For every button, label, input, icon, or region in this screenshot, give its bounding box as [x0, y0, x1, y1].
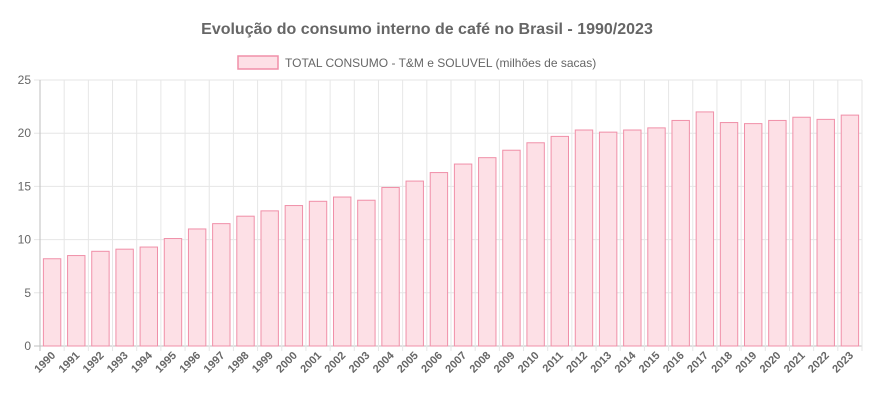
x-tick-label: 2014 — [613, 349, 639, 375]
x-tick-label: 2002 — [323, 350, 349, 376]
chart-title: Evolução do consumo interno de café no B… — [201, 21, 653, 38]
bar-1991 — [67, 255, 86, 347]
bar-2019 — [744, 123, 763, 347]
bar-2015 — [647, 127, 666, 347]
bar-2003 — [357, 199, 376, 347]
bar-2008 — [478, 157, 497, 347]
x-tick-label: 1993 — [105, 350, 131, 376]
bars — [42, 111, 860, 347]
bar-1992 — [91, 250, 110, 347]
bar-1994 — [139, 246, 158, 347]
bar-2018 — [719, 122, 739, 347]
bar-2007 — [453, 163, 473, 347]
y-tick-label: 25 — [18, 73, 32, 87]
bar-1993 — [115, 248, 134, 347]
x-tick-label: 2021 — [782, 350, 808, 376]
x-tick-label: 2012 — [564, 350, 590, 376]
x-tick-label: 2017 — [685, 350, 711, 376]
x-tick-label: 2022 — [806, 350, 832, 376]
x-tick-label: 1995 — [153, 350, 179, 376]
y-axis-ticks: 0 5 10 15 20 25 — [18, 73, 32, 353]
bar-2005 — [405, 180, 424, 347]
x-tick-label: 2004 — [371, 349, 397, 375]
x-tick-label: 2005 — [395, 350, 421, 376]
x-tick-label: 2013 — [588, 350, 614, 376]
x-tick-label: 2001 — [298, 350, 324, 376]
y-tick-label: 5 — [24, 286, 31, 300]
x-axis-ticks: 1990199119921993199419951996199719981999… — [32, 349, 856, 375]
legend[interactable]: TOTAL CONSUMO - T&M e SOLUVEL (milhões d… — [237, 55, 596, 70]
x-tick-label: 2023 — [830, 350, 856, 376]
bar-2000 — [284, 205, 304, 347]
x-tick-label: 1996 — [177, 350, 203, 376]
bar-1997 — [212, 223, 231, 347]
x-tick-label: 1999 — [250, 350, 276, 376]
x-tick-label: 2018 — [709, 350, 735, 376]
legend-swatch — [237, 55, 279, 70]
bar-2010 — [526, 142, 545, 347]
x-tick-label: 2015 — [637, 350, 663, 376]
x-tick-label: 1997 — [202, 350, 228, 376]
x-tick-label: 1992 — [81, 350, 107, 376]
x-tick-label: 2006 — [419, 350, 445, 376]
bar-2023 — [840, 114, 860, 347]
bar-1990 — [42, 258, 62, 347]
y-tick-label: 0 — [24, 339, 31, 353]
x-tick-label: 2010 — [516, 350, 542, 376]
bar-1999 — [260, 210, 279, 347]
bar-2004 — [381, 186, 400, 347]
bar-2002 — [333, 196, 352, 347]
x-tick-label: 2009 — [492, 350, 518, 376]
bar-2012 — [574, 129, 594, 347]
bar-2013 — [598, 131, 618, 347]
y-tick-label: 20 — [18, 126, 32, 140]
x-tick-label: 2019 — [734, 350, 760, 376]
x-tick-label: 1994 — [129, 349, 155, 375]
bar-2016 — [671, 119, 690, 347]
x-tick-label: 1998 — [226, 350, 252, 376]
bar-2006 — [429, 172, 449, 347]
bar-2001 — [308, 200, 328, 347]
bar-1998 — [236, 215, 255, 347]
x-tick-label: 2000 — [274, 350, 300, 376]
x-tick-label: 2020 — [758, 350, 784, 376]
x-tick-label: 2008 — [468, 350, 494, 376]
legend-label: TOTAL CONSUMO - T&M e SOLUVEL (milhões d… — [285, 56, 596, 70]
bar-2011 — [550, 135, 569, 347]
bar-2009 — [502, 149, 521, 347]
bar-1996 — [187, 228, 207, 347]
x-tick-label: 2007 — [443, 350, 469, 376]
bar-1995 — [163, 238, 183, 347]
bar-2014 — [623, 129, 642, 347]
bar-2017 — [695, 111, 715, 347]
y-tick-label: 15 — [18, 179, 32, 193]
bar-2022 — [816, 118, 835, 347]
x-tick-label: 2003 — [347, 350, 373, 376]
x-tick-label: 2016 — [661, 350, 687, 376]
x-tick-label: 2011 — [541, 350, 566, 375]
bar-2021 — [792, 116, 811, 347]
x-tick-label: 1991 — [57, 350, 83, 376]
x-tick-label: 1990 — [32, 350, 58, 376]
bar-2020 — [768, 119, 787, 347]
grid — [34, 79, 863, 351]
y-tick-label: 10 — [18, 233, 32, 247]
